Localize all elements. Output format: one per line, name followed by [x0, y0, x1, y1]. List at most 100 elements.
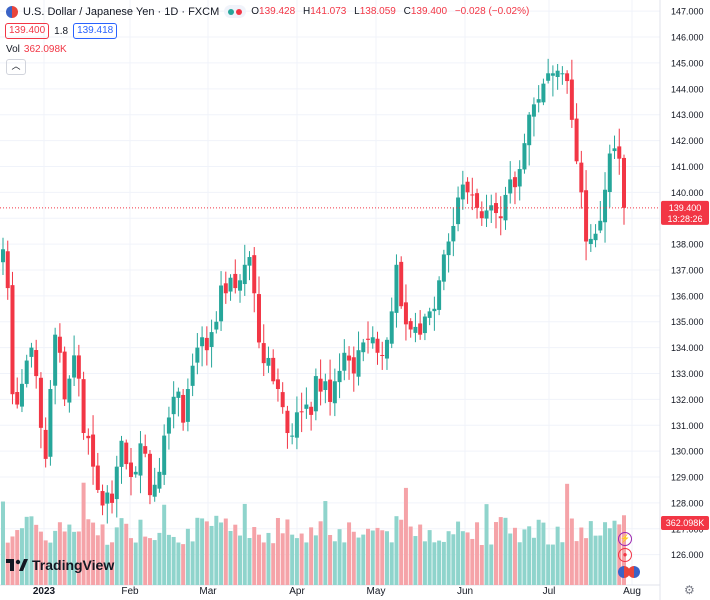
candle-body[interactable]	[465, 181, 470, 193]
candle-body[interactable]	[1, 249, 5, 263]
candle-body[interactable]	[24, 360, 29, 384]
candle-body[interactable]	[34, 350, 39, 377]
candle-body[interactable]	[427, 311, 432, 318]
candle-body[interactable]	[105, 492, 110, 504]
candle-body[interactable]	[328, 379, 333, 402]
candle-body[interactable]	[133, 471, 138, 475]
candle-body[interactable]	[574, 118, 579, 162]
candle-body[interactable]	[72, 355, 77, 378]
candle-body[interactable]	[114, 466, 119, 500]
candle-body[interactable]	[5, 251, 10, 289]
candle-body[interactable]	[43, 429, 48, 459]
candle-body[interactable]	[285, 410, 290, 434]
candle-body[interactable]	[460, 184, 465, 200]
candle-body[interactable]	[15, 392, 20, 405]
candle-body[interactable]	[470, 194, 475, 196]
candle-body[interactable]	[57, 336, 62, 353]
candle-body[interactable]	[152, 484, 157, 497]
candle-body[interactable]	[252, 255, 257, 294]
candle-body[interactable]	[522, 143, 527, 170]
candle-body[interactable]	[494, 203, 499, 214]
candle-body[interactable]	[541, 83, 546, 103]
candle-body[interactable]	[508, 179, 513, 194]
candle-body[interactable]	[67, 378, 72, 403]
candle-body[interactable]	[271, 357, 276, 382]
candle-body[interactable]	[498, 216, 503, 219]
candle-body[interactable]	[162, 435, 167, 475]
candle-body[interactable]	[81, 379, 86, 434]
candle-body[interactable]	[479, 211, 484, 219]
candle-body[interactable]	[422, 316, 427, 334]
candle-body[interactable]	[157, 471, 162, 489]
us-event-icon[interactable]	[628, 566, 640, 578]
candle-body[interactable]	[413, 326, 418, 333]
price-badge[interactable]	[661, 200, 709, 225]
candle-body[interactable]	[223, 283, 228, 294]
candle-body[interactable]	[361, 342, 366, 353]
chevron-up-icon[interactable]: ︿	[6, 59, 26, 75]
candle-body[interactable]	[489, 205, 494, 211]
candle-body[interactable]	[38, 377, 43, 428]
candle-body[interactable]	[190, 365, 195, 386]
candle-body[interactable]	[86, 435, 91, 439]
candle-body[interactable]	[200, 337, 205, 347]
candle-body[interactable]	[437, 280, 442, 310]
sell-button[interactable]: 139.400	[5, 23, 50, 39]
record-icon[interactable]: ●	[618, 548, 632, 562]
candle-body[interactable]	[622, 157, 626, 208]
candle-body[interactable]	[280, 392, 285, 408]
candle-body[interactable]	[247, 257, 252, 266]
indicator-dots-icon[interactable]	[224, 5, 247, 18]
candle-body[interactable]	[394, 264, 399, 313]
candle-body[interactable]	[598, 220, 603, 231]
candle-body[interactable]	[171, 396, 176, 415]
candle-body[interactable]	[593, 233, 598, 241]
candle-body[interactable]	[347, 355, 352, 361]
candle-body[interactable]	[181, 394, 186, 423]
candle-body[interactable]	[290, 435, 295, 437]
candle-body[interactable]	[228, 277, 233, 292]
candle-body[interactable]	[242, 264, 247, 285]
candle-body[interactable]	[408, 321, 413, 330]
candle-body[interactable]	[332, 381, 337, 404]
candle-body[interactable]	[261, 343, 266, 364]
tradingview-logo[interactable]: TradingView	[6, 557, 114, 573]
candle-body[interactable]	[10, 285, 15, 395]
candle-body[interactable]	[384, 339, 389, 359]
candle-body[interactable]	[95, 465, 100, 490]
candle-body[interactable]	[29, 347, 34, 357]
candle-body[interactable]	[124, 442, 129, 465]
candle-body[interactable]	[403, 302, 408, 325]
candle-body[interactable]	[389, 311, 394, 344]
candle-body[interactable]	[318, 378, 323, 392]
candle-body[interactable]	[304, 404, 309, 409]
buy-button[interactable]: 139.418	[73, 23, 118, 39]
candle-body[interactable]	[143, 446, 148, 454]
candle-body[interactable]	[204, 337, 209, 351]
candle-body[interactable]	[19, 383, 24, 407]
candle-body[interactable]	[399, 261, 404, 307]
candle-body[interactable]	[166, 417, 171, 434]
candle-body[interactable]	[512, 177, 517, 188]
candle-body[interactable]	[195, 347, 200, 363]
candle-body[interactable]	[366, 338, 371, 340]
candle-body[interactable]	[209, 332, 214, 347]
candle-body[interactable]	[603, 189, 608, 223]
candle-body[interactable]	[53, 334, 58, 386]
candle-body[interactable]	[565, 73, 570, 82]
candle-body[interactable]	[138, 443, 143, 476]
candle-body[interactable]	[323, 381, 328, 390]
candle-body[interactable]	[299, 411, 304, 413]
candle-body[interactable]	[313, 376, 318, 412]
candle-body[interactable]	[456, 197, 461, 225]
candle-body[interactable]	[147, 453, 152, 496]
candle-body[interactable]	[579, 162, 584, 193]
candle-body[interactable]	[588, 238, 593, 245]
candle-body[interactable]	[484, 210, 489, 219]
candle-body[interactable]	[475, 193, 480, 208]
candle-body[interactable]	[546, 73, 551, 81]
candle-body[interactable]	[342, 352, 347, 371]
candle-body[interactable]	[607, 153, 612, 193]
candle-body[interactable]	[128, 462, 133, 478]
